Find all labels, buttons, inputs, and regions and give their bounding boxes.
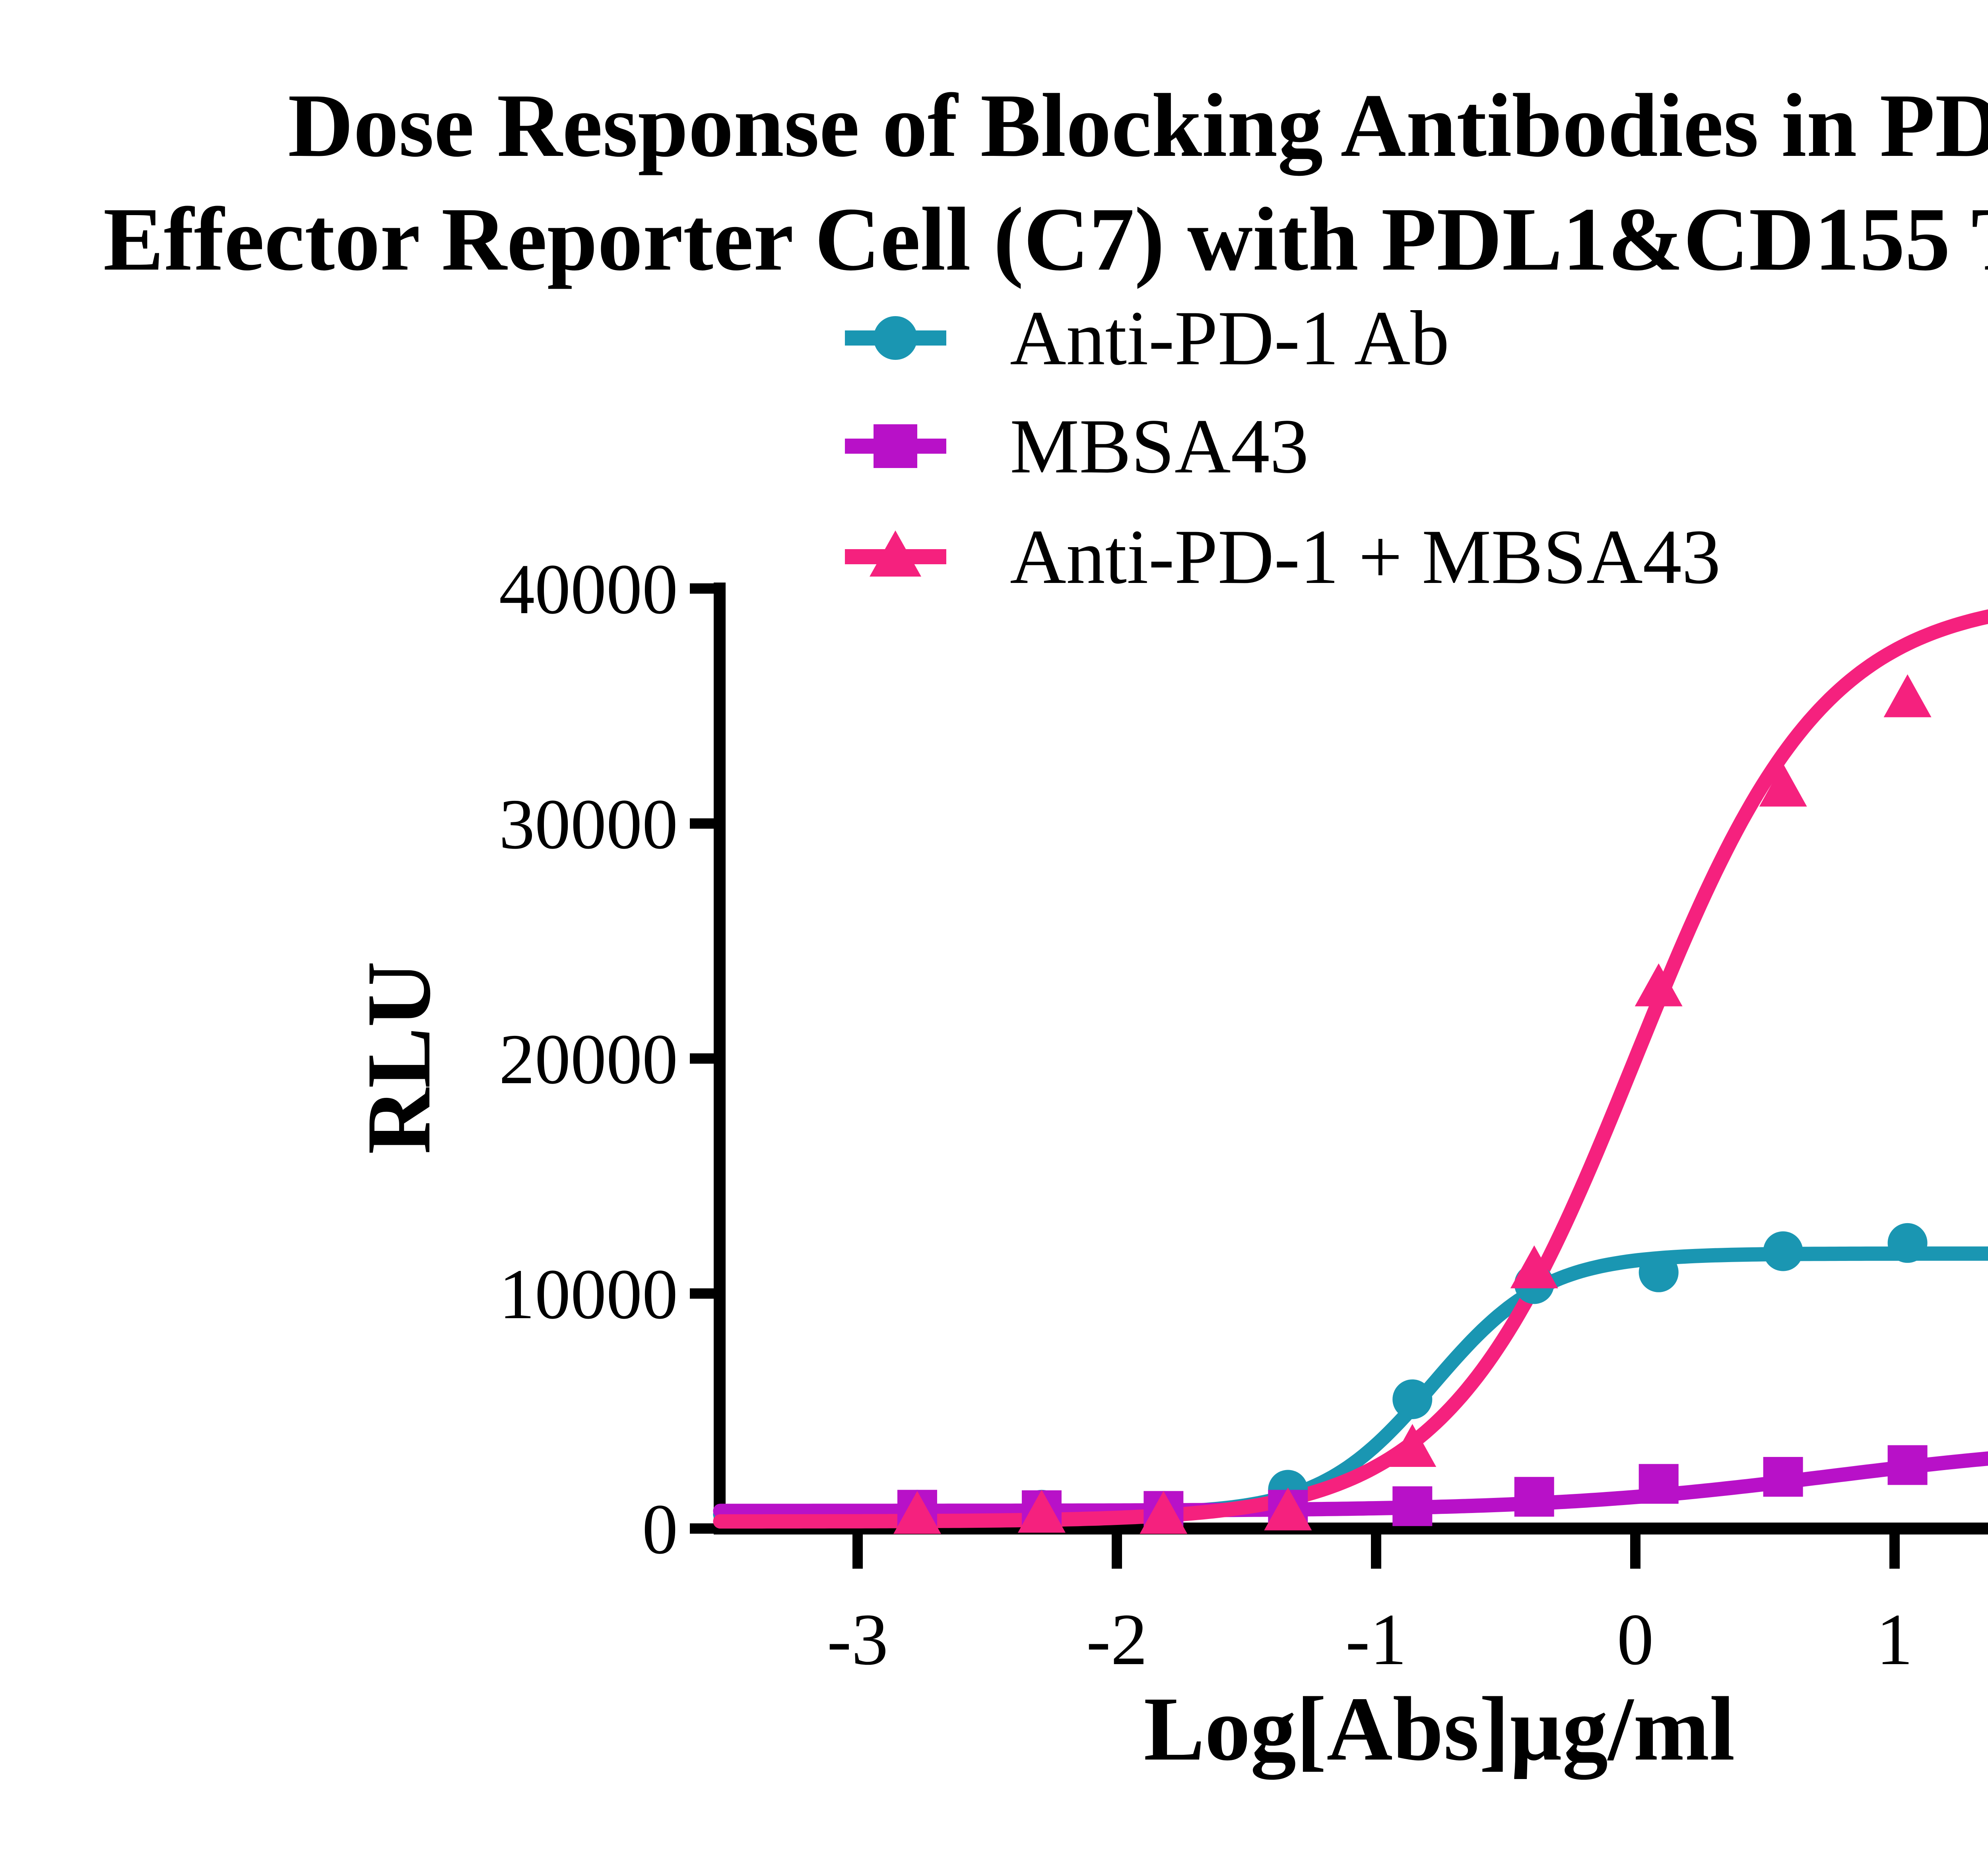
legend-square-icon [874, 424, 917, 468]
legend-circle-icon [874, 316, 917, 360]
data-point-anti-pd-1-ab-4 [1392, 1379, 1433, 1419]
data-point-anti-pd-1-ab-6 [1639, 1252, 1679, 1292]
y-tick-label-10000: 10000 [499, 1255, 678, 1334]
data-point-anti-pd-1-mbsa43-3 [1264, 1487, 1312, 1531]
chart-title-line2: Effector Reporter Cell (C7) with PDL1&CD… [103, 189, 1988, 289]
data-point-anti-pd-1-ab-8 [1887, 1223, 1928, 1263]
data-point-anti-pd-1-mbsa43-7 [1759, 763, 1807, 807]
legend-label-anti-pd-1-mbsa43: Anti-PD-1 + MBSA43 [1010, 514, 1721, 600]
y-tick-label-40000: 40000 [499, 550, 678, 629]
data-point-anti-pd-1-mbsa43-0 [893, 1491, 941, 1534]
y-tick-label-0: 0 [642, 1490, 678, 1569]
x-tick-label--2: -2 [1086, 1599, 1147, 1680]
y-tick-label-30000: 30000 [499, 785, 678, 864]
legend-item-anti-pd-1-ab: Anti-PD-1 Ab [845, 295, 1449, 381]
legend-label-mbsa43: MBSA43 [1010, 403, 1309, 489]
data-point-anti-pd-1-mbsa43-4 [1388, 1424, 1437, 1467]
fit-curve-anti-pd-1-mbsa43 [713, 609, 1988, 1529]
legend-triangle-icon [870, 530, 921, 577]
chart-title-line1: Dose Response of Blocking Antibodies in … [288, 76, 1988, 176]
data-point-mbsa43-7 [1763, 1457, 1803, 1497]
x-axis-title: Log[Abs]µg/ml [1143, 1678, 1735, 1780]
data-point-mbsa43-5 [1514, 1477, 1554, 1517]
data-point-mbsa43-6 [1639, 1464, 1679, 1504]
data-point-mbsa43-4 [1392, 1486, 1433, 1526]
data-point-anti-pd-1-mbsa43-2 [1140, 1491, 1188, 1534]
x-tick-label-0: 0 [1617, 1599, 1654, 1680]
y-axis-title: RLU [348, 961, 449, 1154]
legend-item-mbsa43: MBSA43 [845, 403, 1309, 489]
y-tick-label-20000: 20000 [499, 1020, 678, 1099]
x-tick-label--3: -3 [827, 1599, 888, 1680]
data-point-anti-pd-1-ab-7 [1763, 1231, 1803, 1271]
x-tick-label-1: 1 [1876, 1599, 1913, 1680]
data-point-mbsa43-8 [1887, 1445, 1928, 1485]
legend-item-anti-pd-1-mbsa43: Anti-PD-1 + MBSA43 [845, 514, 1721, 600]
data-point-anti-pd-1-mbsa43-8 [1883, 674, 1932, 717]
data-point-anti-pd-1-mbsa43-6 [1635, 963, 1683, 1006]
data-point-anti-pd-1-mbsa43-5 [1510, 1245, 1558, 1288]
legend-label-anti-pd-1-ab: Anti-PD-1 Ab [1010, 295, 1449, 381]
legend: Anti-PD-1 Ab MBSA43 Anti-PD-1 + MBSA43 [845, 295, 1721, 600]
x-tick-label--1: -1 [1345, 1599, 1407, 1680]
data-point-anti-pd-1-mbsa43-1 [1017, 1490, 1066, 1533]
